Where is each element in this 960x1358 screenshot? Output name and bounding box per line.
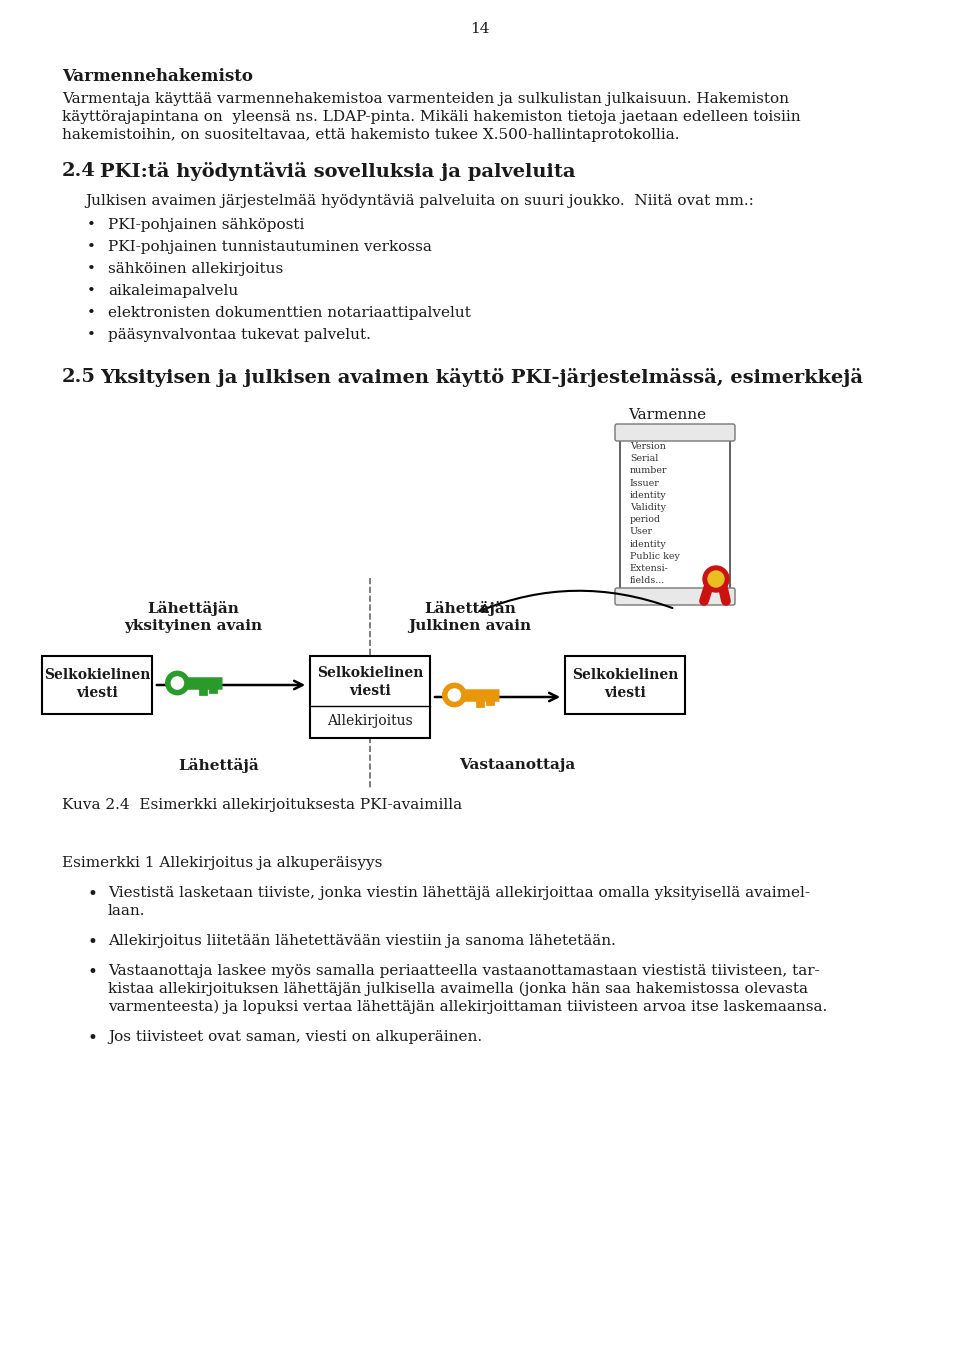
Text: PKI-pohjainen sähköposti: PKI-pohjainen sähköposti	[108, 219, 304, 232]
Text: 14: 14	[470, 22, 490, 37]
FancyBboxPatch shape	[565, 656, 685, 714]
Text: elektronisten dokumenttien notariaattipalvelut: elektronisten dokumenttien notariaattipa…	[108, 306, 470, 320]
Text: •: •	[87, 1029, 97, 1047]
Text: •: •	[87, 885, 97, 903]
Circle shape	[166, 671, 189, 695]
Circle shape	[708, 570, 724, 587]
Text: Lähettäjän: Lähettäjän	[147, 602, 239, 617]
Text: Varmenne: Varmenne	[628, 407, 707, 422]
Text: Lähettäjä: Lähettäjä	[179, 758, 259, 773]
Text: •: •	[87, 306, 96, 320]
Circle shape	[448, 689, 461, 701]
Text: identity: identity	[630, 539, 667, 549]
Text: Kuva 2.4  Esimerkki allekirjoituksesta PKI-avaimilla: Kuva 2.4 Esimerkki allekirjoituksesta PK…	[62, 799, 462, 812]
Text: User: User	[630, 527, 653, 536]
Text: Issuer: Issuer	[630, 478, 660, 488]
Circle shape	[703, 566, 729, 592]
Text: yksityinen avain: yksityinen avain	[124, 619, 262, 633]
Text: •: •	[87, 284, 96, 297]
Text: Allekirjoitus liitetään lähetettävään viestiin ja sanoma lähetetään.: Allekirjoitus liitetään lähetettävään vi…	[108, 934, 616, 948]
Text: aikaleimapalvelu: aikaleimapalvelu	[108, 284, 238, 297]
Text: viesti: viesti	[76, 686, 118, 699]
FancyBboxPatch shape	[615, 424, 735, 441]
Text: •: •	[87, 329, 96, 342]
FancyBboxPatch shape	[620, 426, 730, 602]
Text: Esimerkki 1 Allekirjoitus ja alkuperäisyys: Esimerkki 1 Allekirjoitus ja alkuperäisy…	[62, 856, 382, 870]
Text: Lähettäjän: Lähettäjän	[424, 602, 516, 617]
Text: 2.4: 2.4	[62, 162, 96, 181]
Text: Selkokielinen: Selkokielinen	[572, 668, 678, 682]
Text: PKI:tä hyödyntäviä sovelluksia ja palveluita: PKI:tä hyödyntäviä sovelluksia ja palvel…	[100, 162, 576, 181]
Text: identity: identity	[630, 490, 667, 500]
Text: Public key: Public key	[630, 551, 680, 561]
Text: hakemistoihin, on suositeltavaa, että hakemisto tukee X.500-hallintaprotokollia.: hakemistoihin, on suositeltavaa, että ha…	[62, 128, 680, 143]
Text: Julkinen avain: Julkinen avain	[408, 619, 532, 633]
Text: •: •	[87, 964, 97, 980]
FancyBboxPatch shape	[42, 656, 152, 714]
Text: viesti: viesti	[604, 686, 646, 699]
Text: Viestistä lasketaan tiiviste, jonka viestin lähettäjä allekirjoittaa omalla yksi: Viestistä lasketaan tiiviste, jonka vies…	[108, 885, 810, 900]
Text: Varmentaja käyttää varmennehakemistoa varmenteiden ja sulkulistan julkaisuun. Ha: Varmentaja käyttää varmennehakemistoa va…	[62, 92, 789, 106]
Text: sähköinen allekirjoitus: sähköinen allekirjoitus	[108, 262, 283, 276]
Text: Vastaanottaja laskee myös samalla periaatteella vastaanottamastaan viestistä tii: Vastaanottaja laskee myös samalla periaa…	[108, 964, 820, 978]
FancyBboxPatch shape	[310, 656, 430, 737]
Text: Vastaanottaja: Vastaanottaja	[460, 758, 576, 771]
Text: Version: Version	[630, 441, 666, 451]
Text: •: •	[87, 934, 97, 951]
Text: Allekirjoitus: Allekirjoitus	[327, 714, 413, 728]
Text: Serial: Serial	[630, 454, 659, 463]
Text: PKI-pohjainen tunnistautuminen verkossa: PKI-pohjainen tunnistautuminen verkossa	[108, 240, 432, 254]
Text: kistaa allekirjoituksen lähettäjän julkisella avaimella (jonka hän saa hakemisto: kistaa allekirjoituksen lähettäjän julki…	[108, 982, 808, 997]
Text: pääsynvalvontaa tukevat palvelut.: pääsynvalvontaa tukevat palvelut.	[108, 329, 371, 342]
Text: Yksityisen ja julkisen avaimen käyttö PKI-järjestelmässä, esimerkkejä: Yksityisen ja julkisen avaimen käyttö PK…	[100, 368, 863, 387]
Text: •: •	[87, 240, 96, 254]
Text: •: •	[87, 219, 96, 232]
Text: Varmennehakemisto: Varmennehakemisto	[62, 68, 252, 86]
Text: number: number	[630, 466, 667, 475]
Text: period: period	[630, 515, 661, 524]
Text: Selkokielinen: Selkokielinen	[317, 665, 423, 680]
Text: Selkokielinen: Selkokielinen	[44, 668, 150, 682]
Text: 2.5: 2.5	[62, 368, 96, 386]
Text: laan.: laan.	[108, 904, 146, 918]
Circle shape	[171, 676, 183, 689]
Text: •: •	[87, 262, 96, 276]
FancyBboxPatch shape	[615, 588, 735, 606]
Text: viesti: viesti	[349, 684, 391, 698]
Text: Extensi-: Extensi-	[630, 564, 669, 573]
Text: Jos tiivisteet ovat saman, viesti on alkuperäinen.: Jos tiivisteet ovat saman, viesti on alk…	[108, 1029, 482, 1044]
Text: Validity: Validity	[630, 502, 666, 512]
Text: käyttörajapintana on  yleensä ns. LDAP-pinta. Mikäli hakemiston tietoja jaetaan : käyttörajapintana on yleensä ns. LDAP-pi…	[62, 110, 801, 124]
Text: varmenteesta) ja lopuksi vertaa lähettäjän allekirjoittaman tiivisteen arvoa its: varmenteesta) ja lopuksi vertaa lähettäj…	[108, 999, 828, 1014]
Text: fields...: fields...	[630, 576, 665, 585]
Text: Julkisen avaimen järjestelmää hyödyntäviä palveluita on suuri joukko.  Niitä ova: Julkisen avaimen järjestelmää hyödyntävi…	[85, 194, 754, 208]
Circle shape	[443, 683, 467, 706]
